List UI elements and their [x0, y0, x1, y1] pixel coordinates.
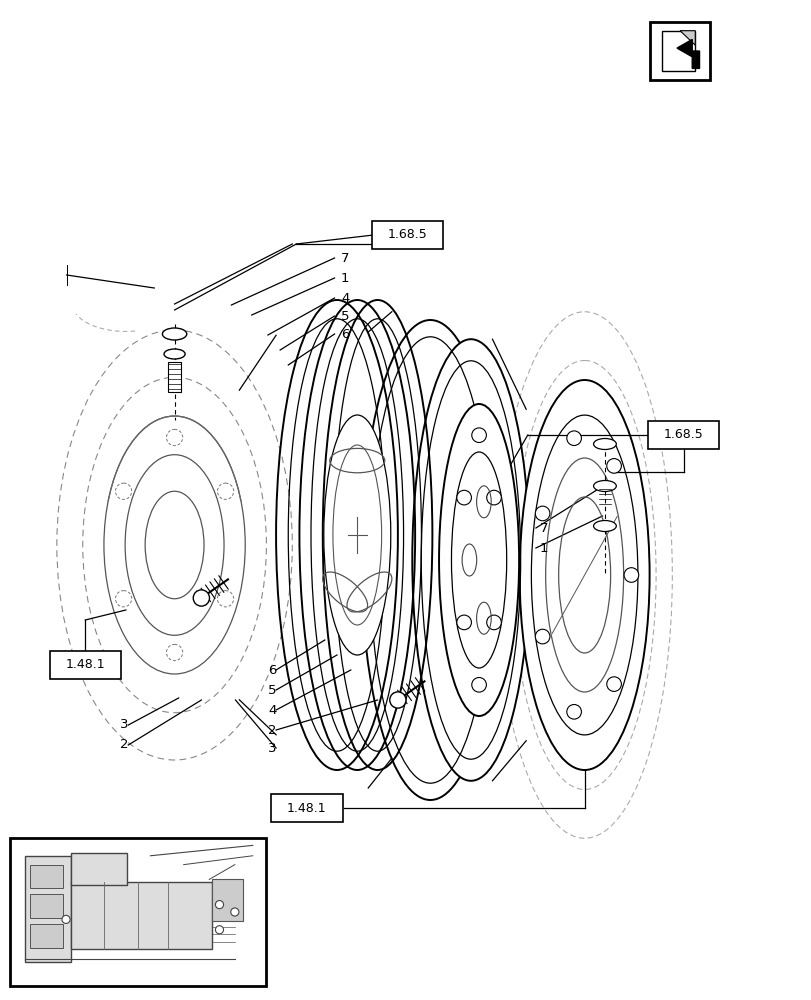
Ellipse shape [593, 481, 616, 491]
Circle shape [457, 490, 471, 505]
Text: 7: 7 [341, 251, 349, 264]
Ellipse shape [324, 415, 390, 655]
Polygon shape [577, 430, 610, 730]
Text: 5: 5 [341, 310, 349, 322]
Bar [30, 924, 63, 948]
Circle shape [62, 915, 70, 923]
Circle shape [486, 615, 500, 630]
Text: 6: 6 [341, 328, 349, 340]
Ellipse shape [164, 349, 185, 359]
Bar [271, 794, 342, 822]
Ellipse shape [519, 380, 649, 770]
Circle shape [486, 490, 500, 505]
Text: 4: 4 [268, 704, 276, 716]
Circle shape [606, 677, 620, 691]
Bar [661, 31, 694, 71]
Circle shape [215, 901, 223, 909]
Polygon shape [680, 31, 694, 45]
Bar [649, 22, 710, 80]
Circle shape [471, 428, 486, 443]
Circle shape [230, 908, 238, 916]
Text: 5: 5 [268, 684, 276, 696]
Polygon shape [676, 39, 699, 68]
Ellipse shape [162, 328, 187, 340]
Circle shape [471, 677, 486, 692]
Text: 7: 7 [539, 522, 547, 534]
Bar [212, 879, 242, 921]
Bar [371, 221, 443, 249]
Circle shape [534, 629, 549, 644]
Ellipse shape [412, 339, 529, 781]
Text: 2: 2 [120, 738, 128, 752]
Text: 1: 1 [341, 271, 349, 284]
Bar [168, 362, 181, 392]
Circle shape [566, 431, 581, 446]
Bar [30, 865, 63, 888]
Bar [71, 853, 127, 885]
Circle shape [566, 704, 581, 719]
Bar [30, 894, 63, 918]
Bar [647, 421, 719, 449]
Circle shape [624, 568, 638, 582]
Bar [10, 838, 265, 986]
Text: 1.68.5: 1.68.5 [388, 229, 427, 241]
Ellipse shape [593, 438, 616, 450]
Circle shape [215, 926, 223, 934]
Text: 2: 2 [268, 724, 276, 736]
Circle shape [193, 590, 209, 606]
Text: 3: 3 [268, 742, 276, 754]
Circle shape [389, 692, 406, 708]
Bar [71, 882, 212, 949]
Circle shape [534, 506, 549, 521]
Text: 1.48.1: 1.48.1 [66, 658, 105, 672]
Text: 1: 1 [539, 542, 547, 554]
Circle shape [457, 615, 471, 630]
Text: 1.68.5: 1.68.5 [663, 428, 702, 442]
Ellipse shape [593, 520, 616, 532]
Bar [25, 856, 71, 962]
Text: 3: 3 [120, 718, 128, 732]
Bar [49, 651, 121, 679]
Text: 6: 6 [268, 664, 276, 676]
Ellipse shape [361, 320, 499, 800]
Text: 1.48.1: 1.48.1 [287, 802, 326, 814]
Ellipse shape [439, 404, 518, 716]
Circle shape [606, 459, 620, 473]
Text: 4: 4 [341, 292, 349, 304]
